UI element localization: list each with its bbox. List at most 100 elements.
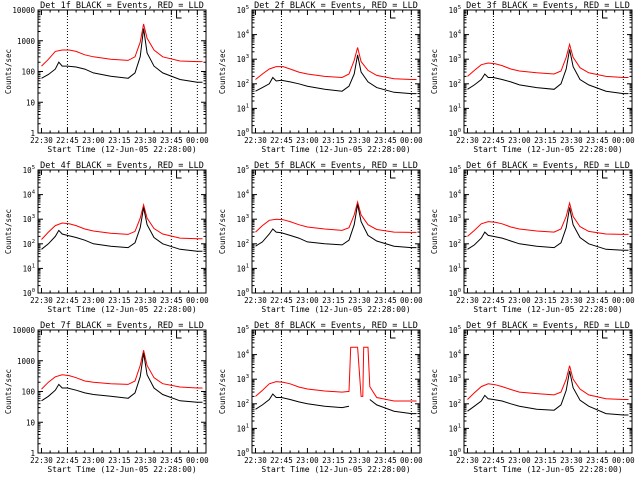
y-tick-label: 100 bbox=[21, 68, 35, 77]
series-line-lld bbox=[41, 202, 203, 240]
x-tick-label: 23:45 bbox=[586, 456, 609, 465]
series-line-events bbox=[369, 399, 417, 415]
x-tick-label: 22:30 bbox=[244, 136, 267, 145]
x-tick-label: 22:30 bbox=[30, 136, 53, 145]
x-axis-label: Start Time (12-Jun-05 22:28:00) bbox=[473, 305, 622, 314]
x-axis-label: Start Time (12-Jun-05 22:28:00) bbox=[473, 145, 622, 154]
x-tick-label: 23:30 bbox=[348, 296, 371, 305]
bracket-marker bbox=[390, 10, 396, 19]
x-tick-label: 22:30 bbox=[456, 456, 479, 465]
x-axis-label: Start Time (12-Jun-05 22:28:00) bbox=[261, 305, 410, 314]
y-axis-label: Counts/sec bbox=[4, 369, 13, 414]
y-tick-label: 101 bbox=[23, 263, 35, 273]
x-tick-label: 22:45 bbox=[482, 456, 505, 465]
panel-title: Det 3f BLACK = Events, RED = LLD bbox=[466, 1, 630, 11]
x-tick-label: 22:45 bbox=[482, 136, 505, 145]
y-tick-label: 1000 bbox=[17, 37, 36, 46]
y-axis-label: Counts/sec bbox=[218, 209, 227, 254]
y-axis-label: Counts/sec bbox=[218, 369, 227, 414]
y-tick-label: 103 bbox=[237, 214, 249, 224]
x-tick-label: 23:30 bbox=[134, 296, 157, 305]
x-tick-label: 00:00 bbox=[186, 136, 209, 145]
series-line-events bbox=[255, 204, 417, 249]
x-tick-label: 23:00 bbox=[82, 456, 105, 465]
y-tick-label: 105 bbox=[449, 325, 461, 335]
x-tick-label: 22:45 bbox=[270, 296, 293, 305]
x-tick-label: 00:00 bbox=[186, 296, 209, 305]
x-tick-label: 22:30 bbox=[456, 296, 479, 305]
axes-frame bbox=[37, 9, 207, 134]
panel-title: Det 1f BLACK = Events, RED = LLD bbox=[40, 1, 204, 11]
x-tick-label: 23:00 bbox=[82, 136, 105, 145]
series-line-lld bbox=[41, 23, 203, 67]
y-tick-label: 105 bbox=[449, 165, 461, 175]
series-line-events bbox=[255, 393, 350, 410]
axes-frame bbox=[37, 169, 207, 294]
y-tick-label: 105 bbox=[23, 165, 35, 175]
y-tick-label: 104 bbox=[237, 190, 250, 200]
x-tick-label: 23:45 bbox=[160, 296, 183, 305]
x-tick-label: 22:30 bbox=[30, 296, 53, 305]
y-tick-label: 100 bbox=[237, 128, 249, 138]
y-tick-label: 104 bbox=[237, 350, 250, 360]
bracket-marker bbox=[602, 170, 608, 179]
x-tick-label: 23:30 bbox=[134, 136, 157, 145]
y-tick-label: 101 bbox=[449, 103, 461, 113]
panel-det-8f: Det 8f BLACK = Events, RED = LLD Counts/s… bbox=[218, 321, 423, 474]
panel-title: Det 6f BLACK = Events, RED = LLD bbox=[466, 161, 630, 171]
y-axis-label: Counts/sec bbox=[4, 209, 13, 254]
x-tick-label: 00:00 bbox=[612, 296, 635, 305]
x-axis-label: Start Time (12-Jun-05 22:28:00) bbox=[473, 465, 622, 474]
x-tick-label: 22:45 bbox=[56, 296, 79, 305]
series-line-events bbox=[467, 370, 629, 416]
panel-det-5f: Det 5f BLACK = Events, RED = LLD Counts/s… bbox=[218, 161, 423, 314]
y-tick-label: 103 bbox=[237, 374, 249, 384]
x-tick-label: 23:15 bbox=[534, 136, 557, 145]
axes-frame bbox=[37, 329, 207, 454]
bracket-marker bbox=[602, 10, 608, 19]
y-tick-label: 100 bbox=[21, 388, 35, 397]
series-line-events bbox=[467, 49, 629, 95]
panel-title: Det 7f BLACK = Events, RED = LLD bbox=[40, 321, 204, 331]
axes-frame bbox=[463, 9, 633, 134]
panel-det-7f: Det 7f BLACK = Events, RED = LLD Counts/s… bbox=[4, 321, 209, 474]
axes-frame bbox=[251, 329, 421, 454]
y-axis-label: Counts/sec bbox=[430, 49, 439, 94]
x-tick-label: 00:00 bbox=[400, 296, 423, 305]
y-tick-label: 100 bbox=[237, 448, 249, 458]
x-tick-label: 23:15 bbox=[534, 296, 557, 305]
y-tick-label: 104 bbox=[449, 30, 462, 40]
bracket-marker bbox=[390, 330, 396, 339]
x-tick-label: 22:30 bbox=[30, 456, 53, 465]
x-axis-label: Start Time (12-Jun-05 22:28:00) bbox=[47, 145, 196, 154]
y-tick-label: 104 bbox=[449, 190, 462, 200]
y-tick-label: 100 bbox=[449, 288, 461, 298]
y-tick-label: 10 bbox=[26, 418, 36, 427]
series-line-events bbox=[41, 28, 203, 83]
x-tick-label: 22:30 bbox=[244, 456, 267, 465]
x-tick-label: 23:30 bbox=[560, 296, 583, 305]
x-tick-label: 23:30 bbox=[134, 456, 157, 465]
x-tick-label: 23:30 bbox=[348, 136, 371, 145]
x-tick-label: 23:15 bbox=[534, 456, 557, 465]
x-tick-label: 23:30 bbox=[560, 456, 583, 465]
x-tick-label: 00:00 bbox=[612, 136, 635, 145]
bracket-marker bbox=[176, 330, 182, 339]
y-tick-label: 10000 bbox=[12, 326, 35, 335]
panel-det-4f: Det 4f BLACK = Events, RED = LLD Counts/s… bbox=[4, 161, 209, 314]
x-axis-label: Start Time (12-Jun-05 22:28:00) bbox=[47, 305, 196, 314]
panel-title: Det 8f BLACK = Events, RED = LLD bbox=[254, 321, 418, 331]
y-tick-label: 103 bbox=[449, 54, 461, 64]
series-line-lld bbox=[41, 350, 203, 390]
panel-det-1f: Det 1f BLACK = Events, RED = LLD Counts/s… bbox=[4, 1, 209, 154]
axes-frame bbox=[251, 169, 421, 294]
x-tick-label: 23:00 bbox=[82, 296, 105, 305]
x-tick-label: 23:00 bbox=[296, 136, 319, 145]
series-line-lld bbox=[467, 42, 629, 78]
y-tick-label: 1 bbox=[30, 129, 35, 138]
x-tick-label: 23:15 bbox=[322, 296, 345, 305]
series-line-events bbox=[41, 352, 203, 403]
y-tick-label: 102 bbox=[449, 399, 461, 409]
series-line-lld bbox=[255, 346, 417, 402]
panel-det-9f: Det 9f BLACK = Events, RED = LLD Counts/s… bbox=[430, 321, 635, 474]
